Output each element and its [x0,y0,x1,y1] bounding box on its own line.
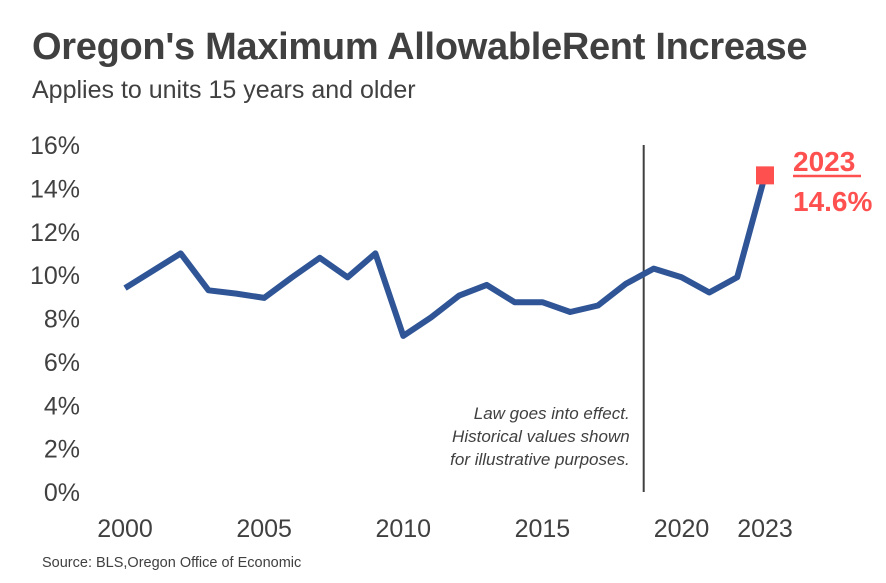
y-tick-label: 10% [30,262,80,290]
law-annotation: Law goes into effect. Historical values s… [450,404,630,469]
chart-title: Oregon's Maximum AllowableRent Increase [32,26,808,68]
y-axis-ticks: 0% 2% 4% 6% 8% 10% 12% 14% 16% [30,132,80,507]
x-axis-ticks: 2000 2005 2010 2015 2020 2023 [97,515,793,543]
y-tick-label: 14% [30,175,80,203]
annotation-line: for illustrative purposes. [450,450,630,469]
y-tick-label: 8% [44,306,80,334]
y-tick-label: 12% [30,219,80,247]
chart-subtitle: Applies to units 15 years and older [32,76,416,104]
x-tick-label: 2000 [97,515,153,543]
y-tick-label: 4% [44,392,80,420]
annotation-line: Law goes into effect. [474,404,630,423]
x-tick-label: 2010 [375,515,431,543]
x-tick-label: 2020 [654,515,710,543]
y-tick-label: 2% [44,436,80,464]
highlight-value-label: 14.6% [793,186,872,217]
highlight-year-label: 2023 [793,146,855,177]
series-line [123,174,768,339]
x-tick-label: 2005 [236,515,292,543]
y-tick-label: 0% [44,479,80,507]
y-tick-label: 6% [44,349,80,377]
annotation-line: Historical values shown [452,427,630,446]
y-tick-label: 16% [30,132,80,160]
highlight-marker [756,166,774,185]
x-tick-label: 2023 [737,515,793,543]
source-note: Source: BLS,Oregon Office of Economic [42,555,302,571]
x-tick-label: 2015 [515,515,571,543]
